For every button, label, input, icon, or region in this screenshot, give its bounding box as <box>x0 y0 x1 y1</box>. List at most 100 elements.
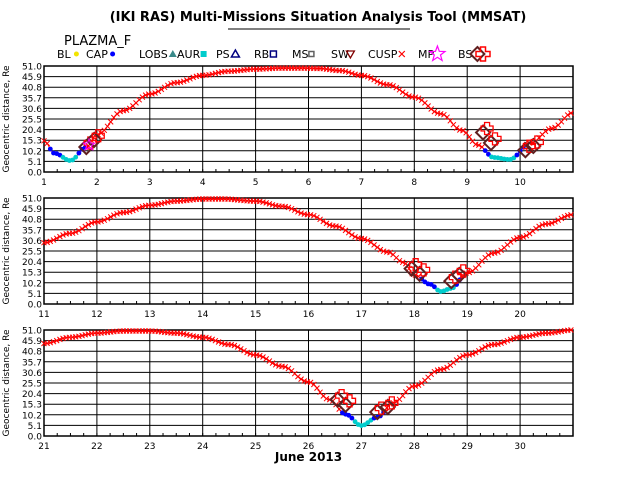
trajectory-point <box>368 75 374 81</box>
bs-marker <box>85 131 103 149</box>
trajectory-series <box>41 196 574 294</box>
legend-symbol-triangle-down <box>345 50 356 60</box>
bs-marker <box>474 124 492 141</box>
x-tick-label: 5 <box>253 178 259 188</box>
legend-label: CUSP <box>368 48 398 61</box>
trajectory-point <box>431 108 438 115</box>
trajectory-point <box>472 349 479 356</box>
x-tick-label: 10 <box>514 178 526 188</box>
trajectory-point <box>152 90 158 96</box>
x-tick-label: 24 <box>197 442 209 452</box>
x-tick-label: 28 <box>409 442 421 452</box>
x-tick-label: 29 <box>461 442 473 452</box>
legend-label: AUR <box>177 48 201 61</box>
trajectory-point <box>345 69 352 76</box>
trajectory-point <box>526 230 533 237</box>
x-tick-label: 1 <box>41 178 47 188</box>
trajectory-point <box>57 336 63 343</box>
trajectory-point <box>336 223 343 230</box>
trajectory-point <box>263 356 270 362</box>
trajectory-point <box>139 203 146 210</box>
bs-plus-marker <box>342 394 357 408</box>
trajectory-point <box>406 93 412 99</box>
bs-plus-marker <box>448 270 462 284</box>
trajectory-point <box>60 232 66 238</box>
trajectory-point <box>479 144 485 150</box>
x-tick-label: 13 <box>144 310 155 320</box>
legend-symbol-square-open <box>269 50 278 58</box>
panel-3: 51.045.940.835.730.625.520.415.310.25.10… <box>2 327 574 464</box>
trajectory-point <box>180 78 187 85</box>
trajectory-point <box>183 77 190 83</box>
trajectory-point <box>482 148 488 154</box>
trajectory-point <box>256 352 263 359</box>
x-tick-label: 3 <box>147 178 153 188</box>
trajectory-point <box>241 347 247 354</box>
y-axis-label: Geocentric distance, Re <box>2 65 12 172</box>
trajectory-point <box>548 125 555 132</box>
x-tick-label: 16 <box>303 310 315 320</box>
y-tick-label: 51.0 <box>22 195 42 205</box>
boundary-markers <box>403 258 470 290</box>
boundary-markers <box>329 388 399 421</box>
trajectory-point <box>453 125 460 131</box>
legend-label: LOBS <box>139 48 168 61</box>
trajectory-point <box>104 123 111 130</box>
trajectory-point <box>361 236 368 242</box>
y-tick-label: 10.2 <box>22 147 42 157</box>
y-tick-label: 40.8 <box>22 84 42 94</box>
y-axis-label: Geocentric distance, Re <box>2 197 12 304</box>
trajectory-point <box>130 207 136 214</box>
trajectory-point <box>510 236 517 243</box>
trajectory-point <box>514 152 520 158</box>
legend-symbol-dot <box>73 51 79 57</box>
trajectory-point <box>431 368 438 375</box>
trajectory-point <box>139 94 146 100</box>
legend-label: PS <box>216 48 230 61</box>
trajectory-point <box>374 244 381 251</box>
trajectory-point <box>187 75 193 82</box>
y-tick-label: 0.0 <box>28 301 43 311</box>
trajectory-point <box>533 225 539 232</box>
trajectory-point <box>463 129 469 136</box>
trajectory-point <box>352 419 358 425</box>
trajectory-point <box>53 235 60 242</box>
trajectory-point <box>244 349 250 356</box>
trajectory-point <box>247 351 254 357</box>
y-tick-label: 20.4 <box>22 258 42 268</box>
trajectory-point <box>209 336 216 343</box>
trajectory-point <box>555 217 562 224</box>
trajectory-point <box>215 339 222 345</box>
trajectory-point <box>57 233 63 240</box>
trajectory-point <box>107 119 114 125</box>
y-tick-label: 30.6 <box>22 105 42 115</box>
x-tick-label: 6 <box>306 178 312 188</box>
trajectory-point <box>511 155 517 161</box>
bs-plus-marker <box>374 401 388 415</box>
trajectory-point <box>491 250 498 256</box>
y-tick-label: 45.9 <box>22 337 42 347</box>
trajectory-point <box>320 218 327 225</box>
trajectory-point <box>237 345 244 352</box>
trajectory-point <box>110 212 117 219</box>
trajectory-point <box>466 134 473 140</box>
trajectory-point <box>568 211 574 218</box>
trajectory-point <box>396 86 403 93</box>
trajectory-point <box>295 208 301 215</box>
trajectory-point <box>364 73 371 80</box>
bs-plus-marker <box>480 121 494 136</box>
y-tick-label: 15.3 <box>22 269 42 279</box>
trajectory-point <box>101 217 108 224</box>
legend-item: CAP <box>86 48 116 61</box>
y-tick-label: 5.1 <box>28 290 42 300</box>
trajectory-point <box>285 204 292 211</box>
y-tick-label: 35.7 <box>22 358 42 368</box>
trajectory-point <box>164 82 171 89</box>
trajectory-point <box>479 345 485 352</box>
x-tick-label: 15 <box>250 310 261 320</box>
trajectory-point <box>342 227 349 234</box>
legend: BL CAP LOBS AUR PS RB MS SW CUSP MP BS <box>57 44 491 63</box>
trajectory-point <box>415 382 422 388</box>
trajectory-point <box>72 229 79 236</box>
x-axis-label: June 2013 <box>274 450 342 464</box>
